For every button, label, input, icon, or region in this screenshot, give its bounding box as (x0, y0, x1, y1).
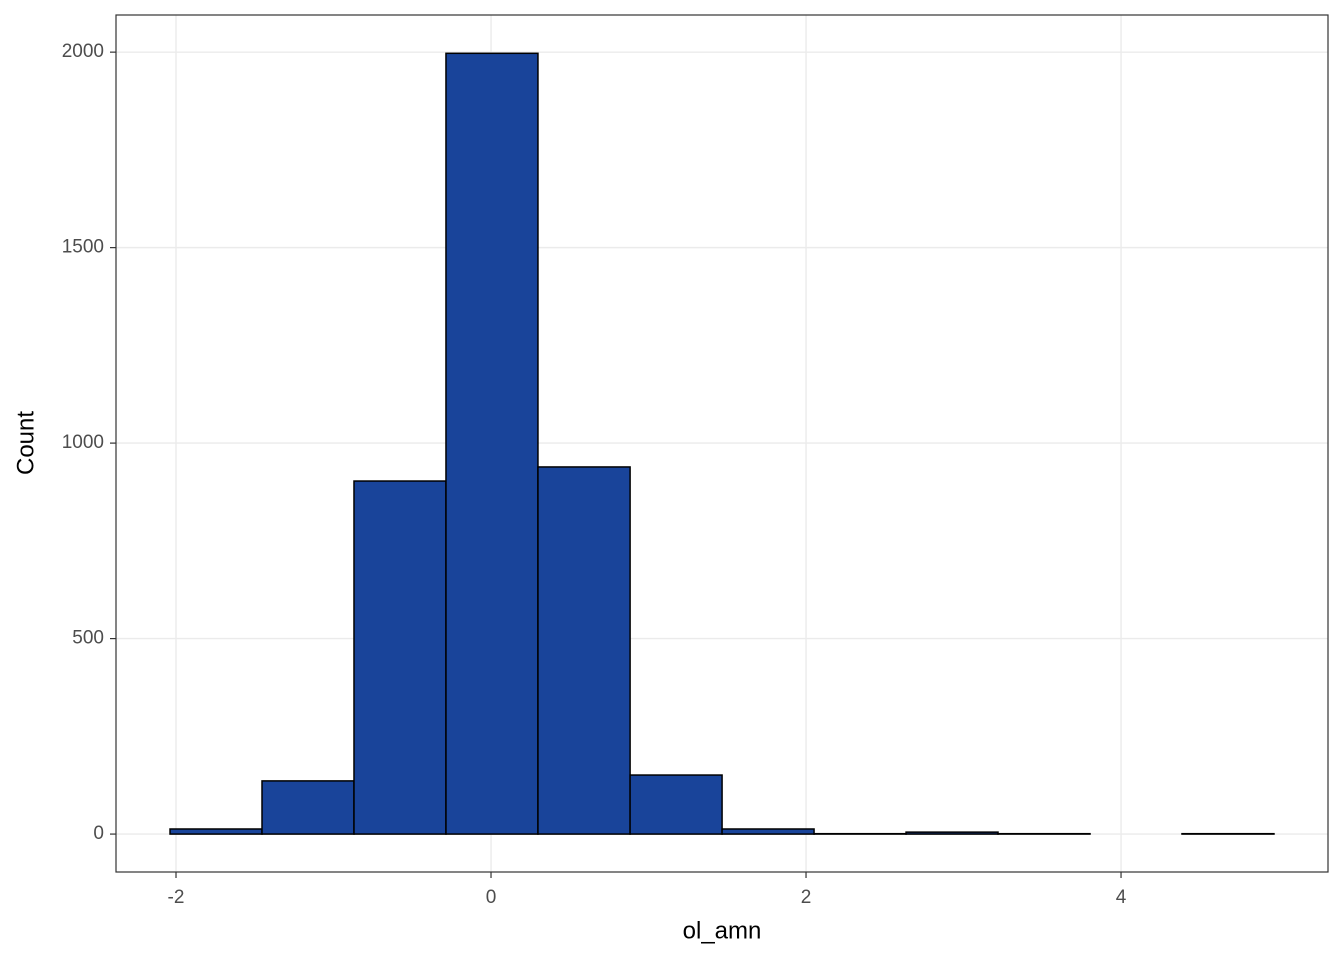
bar (261, 780, 355, 835)
y-tick-label: 0 (93, 823, 104, 844)
x-axis-title: ol_amn (683, 917, 762, 944)
y-tick-label: 1000 (62, 432, 104, 453)
bar (445, 52, 539, 835)
x-tick-label: -2 (168, 887, 185, 908)
x-tick-label: 0 (486, 887, 497, 908)
y-tick-label: 1500 (62, 237, 104, 258)
bar (353, 480, 447, 835)
panel-border (115, 14, 1329, 873)
x-tick-label: 4 (1116, 887, 1127, 908)
bar (537, 466, 631, 835)
y-tick-label: 500 (72, 628, 104, 649)
x-tick-label: 2 (801, 887, 812, 908)
y-axis-title: Count (12, 411, 39, 475)
bar (629, 774, 723, 835)
bar (905, 831, 999, 835)
bar (721, 828, 815, 835)
y-tick-label: 2000 (62, 41, 104, 62)
bar (169, 828, 263, 835)
